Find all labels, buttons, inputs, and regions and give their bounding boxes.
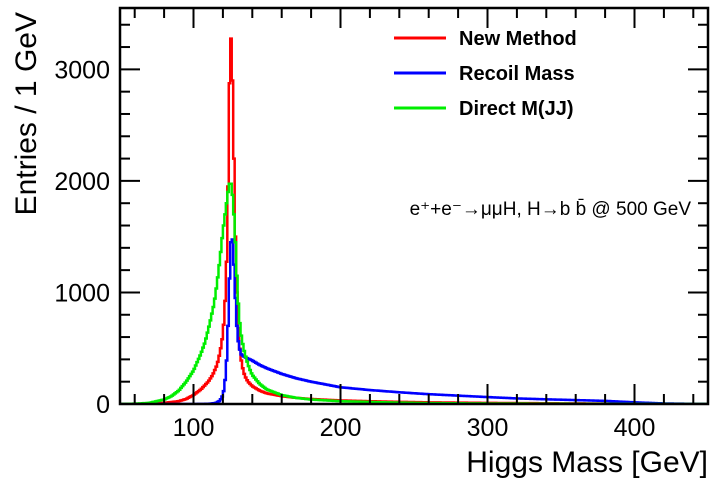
legend-label-0: New Method [459, 28, 577, 50]
x-axis-title: Higgs Mass [GeV] [466, 446, 708, 479]
y-tick-label: 3000 [54, 56, 110, 84]
labels-layer: 100 200 300 400 0 1000 2000 3000 [54, 56, 655, 442]
plot-frame [118, 6, 710, 406]
y-axis-title: Entries / 1 GeV [10, 12, 43, 215]
x-tick-label: 200 [320, 414, 362, 442]
series-line-0 [120, 37, 708, 404]
ticks-layer [120, 8, 708, 404]
y-tick-label: 2000 [54, 168, 110, 196]
series-line-1 [120, 238, 708, 404]
y-tick-label: 1000 [54, 279, 110, 307]
y-tick-label: 0 [96, 391, 110, 419]
x-tick-label: 100 [173, 414, 215, 442]
series-layer [120, 37, 708, 404]
legend-label-1: Recoil Mass [459, 63, 575, 85]
legend: New Method Recoil Mass Direct M(JJ) [394, 28, 577, 120]
x-tick-label: 400 [614, 414, 656, 442]
legend-label-2: Direct M(JJ) [459, 98, 573, 120]
x-tick-label: 300 [467, 414, 509, 442]
process-annotation: e⁺+e⁻→μμH, H→b b̄ @ 500 GeV [410, 199, 692, 220]
